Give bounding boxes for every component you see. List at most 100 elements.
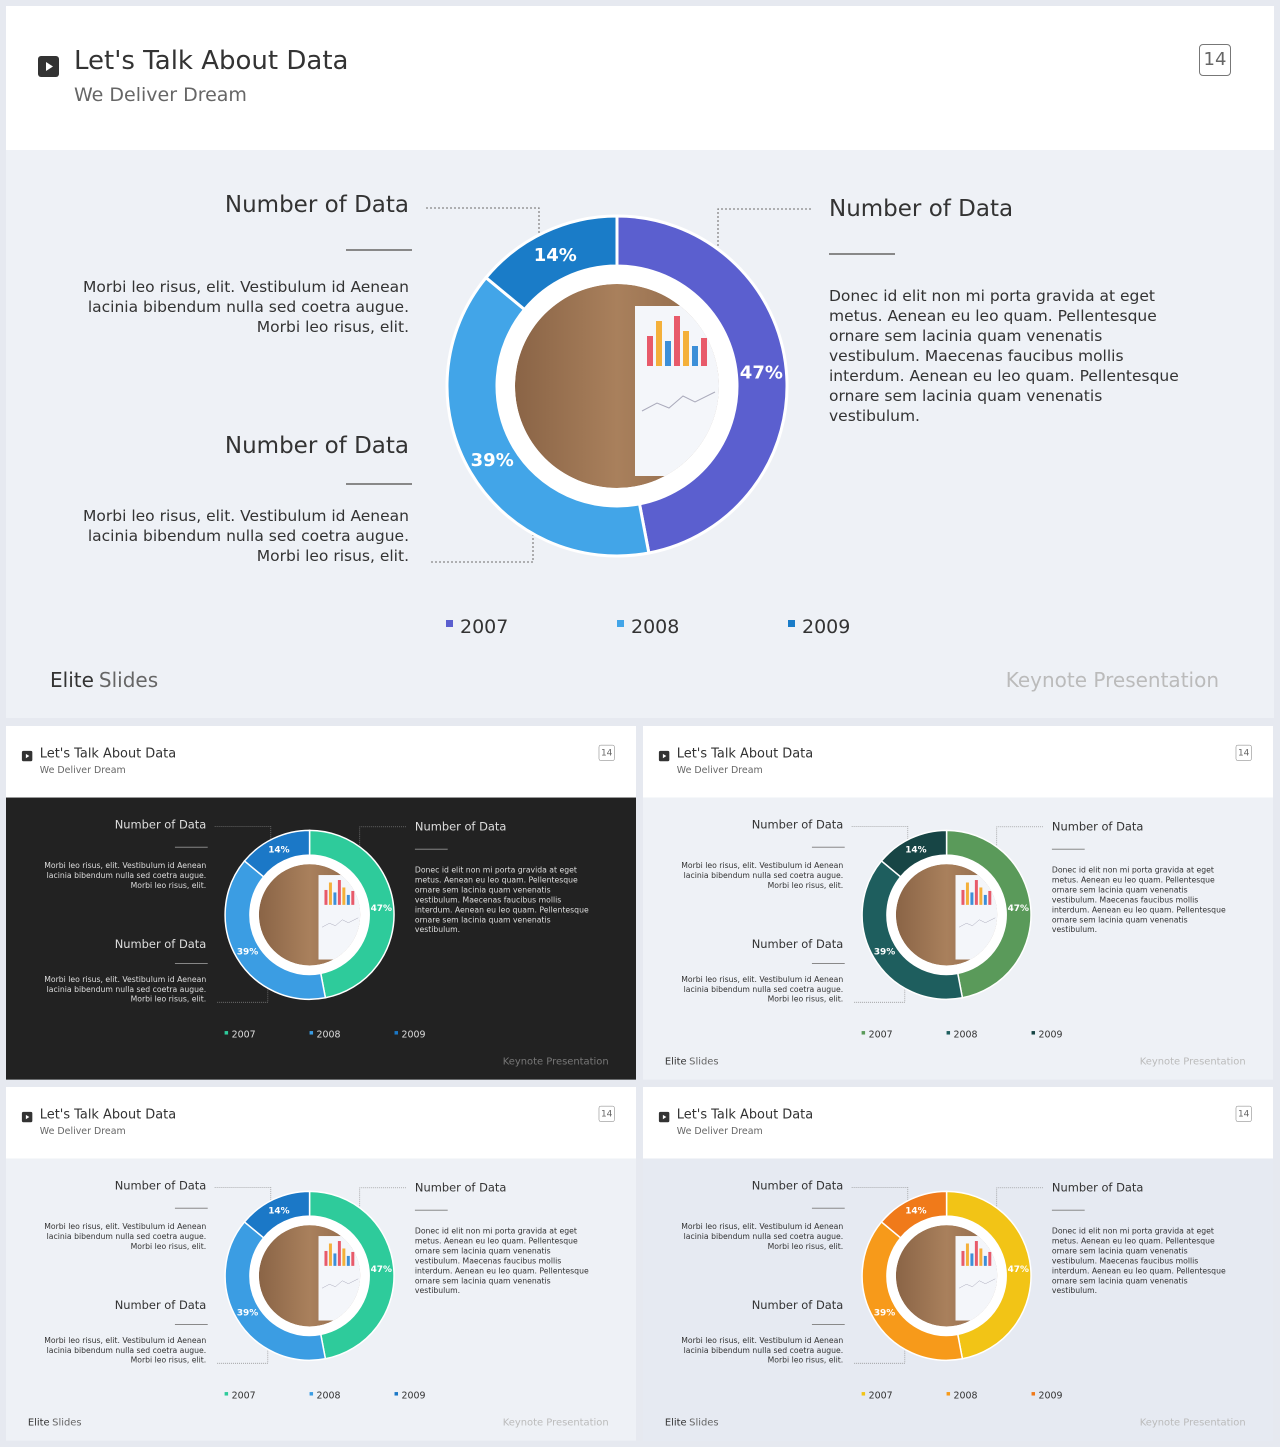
annotation-heading: Number of Data bbox=[751, 938, 844, 952]
legend-swatch bbox=[224, 1392, 229, 1396]
connector bbox=[216, 984, 269, 1003]
brand: Elite Slides bbox=[50, 668, 158, 692]
page-number: 14 bbox=[1199, 44, 1231, 76]
legend-label: 2009 bbox=[401, 1030, 425, 1041]
legend-swatch bbox=[1031, 1031, 1036, 1035]
annotation-rule bbox=[811, 1323, 845, 1325]
play-icon bbox=[21, 750, 33, 762]
annotation-heading: Number of Data bbox=[114, 1299, 207, 1313]
photo-bar bbox=[674, 316, 680, 366]
photo-bar bbox=[988, 1251, 992, 1266]
slice-label: 39% bbox=[237, 1308, 258, 1318]
slide-title: Let's Talk About Data bbox=[676, 1106, 814, 1122]
brand: Elite Slides bbox=[28, 1416, 82, 1428]
photo-bar bbox=[683, 331, 689, 366]
annotation-text: Morbi leo risus, elit. Vestibulum id Aen… bbox=[681, 1335, 844, 1365]
legend-swatch bbox=[946, 1031, 951, 1035]
connector bbox=[426, 207, 540, 246]
photo-bar bbox=[324, 889, 328, 905]
annotation-heading: Number of Data bbox=[114, 818, 207, 832]
slide-header: Let's Talk About Data We Deliver Dream 14 bbox=[6, 6, 1274, 150]
photo-bar bbox=[974, 880, 978, 905]
brand-strong: Elite bbox=[50, 668, 94, 692]
legend-swatch bbox=[309, 1392, 314, 1396]
annotation-rule bbox=[1051, 848, 1085, 850]
photo-bar bbox=[328, 882, 332, 905]
legend-label: 2008 bbox=[631, 616, 679, 638]
connector bbox=[853, 984, 906, 1003]
play-glyph bbox=[662, 1114, 667, 1120]
slice-label: 39% bbox=[874, 1308, 895, 1318]
content: 47% 39% 14% 2007 2008 2009 Number of Data Morbi… bbox=[6, 1087, 636, 1441]
photo-bar bbox=[983, 894, 987, 905]
slide-title: Let's Talk About Data bbox=[676, 745, 814, 761]
slice-label: 14% bbox=[268, 846, 289, 856]
photo-bar bbox=[692, 346, 698, 366]
brand-strong: Elite bbox=[27, 1415, 50, 1428]
photo-bar bbox=[701, 338, 707, 366]
slide-subtitle: We Deliver Dream bbox=[74, 84, 247, 106]
play-icon bbox=[658, 1111, 670, 1123]
slide-title: Let's Talk About Data bbox=[39, 745, 177, 761]
legend-label: 2009 bbox=[1038, 1030, 1062, 1041]
annotation-heading: Number of Data bbox=[114, 938, 207, 952]
slide: Let's Talk About Data We Deliver Dream 14 4… bbox=[643, 726, 1273, 1080]
annotation-rule bbox=[174, 962, 208, 964]
photo-line bbox=[958, 1278, 996, 1289]
legend-swatch bbox=[394, 1392, 399, 1396]
photo-bar bbox=[983, 1255, 987, 1266]
connector bbox=[216, 1345, 269, 1364]
slice-label: 47% bbox=[371, 1265, 392, 1275]
annotation-heading: Number of Data bbox=[751, 1299, 844, 1313]
slide: Let's Talk About Data We Deliver Dream 14 4… bbox=[643, 1087, 1273, 1441]
photo-bar bbox=[647, 336, 653, 366]
brand-strong: Elite bbox=[664, 1415, 687, 1428]
photo-bar bbox=[961, 1250, 965, 1266]
slice-label: 39% bbox=[874, 947, 895, 957]
content: 47% 39% 14% 2007 2008 2009 Number of Data Morbi… bbox=[643, 726, 1273, 1080]
slice-label: 47% bbox=[371, 904, 392, 914]
slide-header: Let's Talk About Data We Deliver Dream 14 bbox=[6, 1087, 636, 1159]
photo-bar bbox=[337, 880, 341, 905]
slice-label: 47% bbox=[740, 362, 783, 383]
annotation-heading: Number of Data bbox=[224, 433, 409, 459]
brand-light: Slides bbox=[689, 1415, 719, 1428]
annotation-heading: Number of Data bbox=[114, 1179, 207, 1193]
annotation-rule bbox=[346, 249, 412, 251]
annotation-rule bbox=[811, 846, 845, 848]
connector bbox=[851, 1187, 909, 1207]
legend-label: 2008 bbox=[317, 1391, 341, 1402]
annotation-rule bbox=[414, 1209, 448, 1211]
legend-label: 2008 bbox=[954, 1391, 978, 1402]
annotation-text: Morbi leo risus, elit. Vestibulum id Aen… bbox=[44, 974, 207, 1004]
photo-line bbox=[321, 917, 359, 928]
brand: Elite Slides bbox=[665, 1416, 719, 1428]
footer-text: Keynote Presentation bbox=[502, 1415, 609, 1428]
photo-bar bbox=[342, 1248, 346, 1266]
content: 47% 39% 14% 2007 2008 2009 Number of Data Morbi… bbox=[6, 726, 636, 1080]
photo-bar bbox=[351, 890, 355, 905]
photo-bar bbox=[979, 1248, 983, 1266]
slide-title: Let's Talk About Data bbox=[39, 1106, 177, 1122]
photo-line bbox=[321, 1278, 359, 1289]
slice-label: 47% bbox=[1008, 1265, 1029, 1275]
annotation-heading: Number of Data bbox=[224, 192, 409, 218]
legend-swatch bbox=[788, 620, 795, 627]
play-icon bbox=[38, 56, 59, 77]
annotation-heading: Number of Data bbox=[751, 818, 844, 832]
annotation-text: Morbi leo risus, elit. Vestibulum id Aen… bbox=[44, 1335, 207, 1365]
slide-subtitle: We Deliver Dream bbox=[676, 1125, 763, 1137]
photo-bar bbox=[333, 1253, 337, 1266]
slide-header: Let's Talk About Data We Deliver Dream 14 bbox=[6, 726, 636, 798]
legend-label: 2008 bbox=[317, 1030, 341, 1041]
photo-line bbox=[641, 391, 716, 412]
footer-text: Keynote Presentation bbox=[1139, 1054, 1246, 1067]
annotation-text: Morbi leo risus, elit. Vestibulum id Aen… bbox=[681, 1222, 844, 1251]
photo-bar bbox=[988, 890, 992, 905]
slice-label: 47% bbox=[1008, 904, 1029, 914]
photo-bar bbox=[351, 1251, 355, 1266]
legend-label: 2007 bbox=[869, 1030, 893, 1041]
slice-label: 14% bbox=[268, 1207, 289, 1217]
donut-chart: 47% 39% 14% 2007 2008 2009 bbox=[214, 1187, 426, 1402]
legend-label: 2009 bbox=[802, 616, 850, 638]
